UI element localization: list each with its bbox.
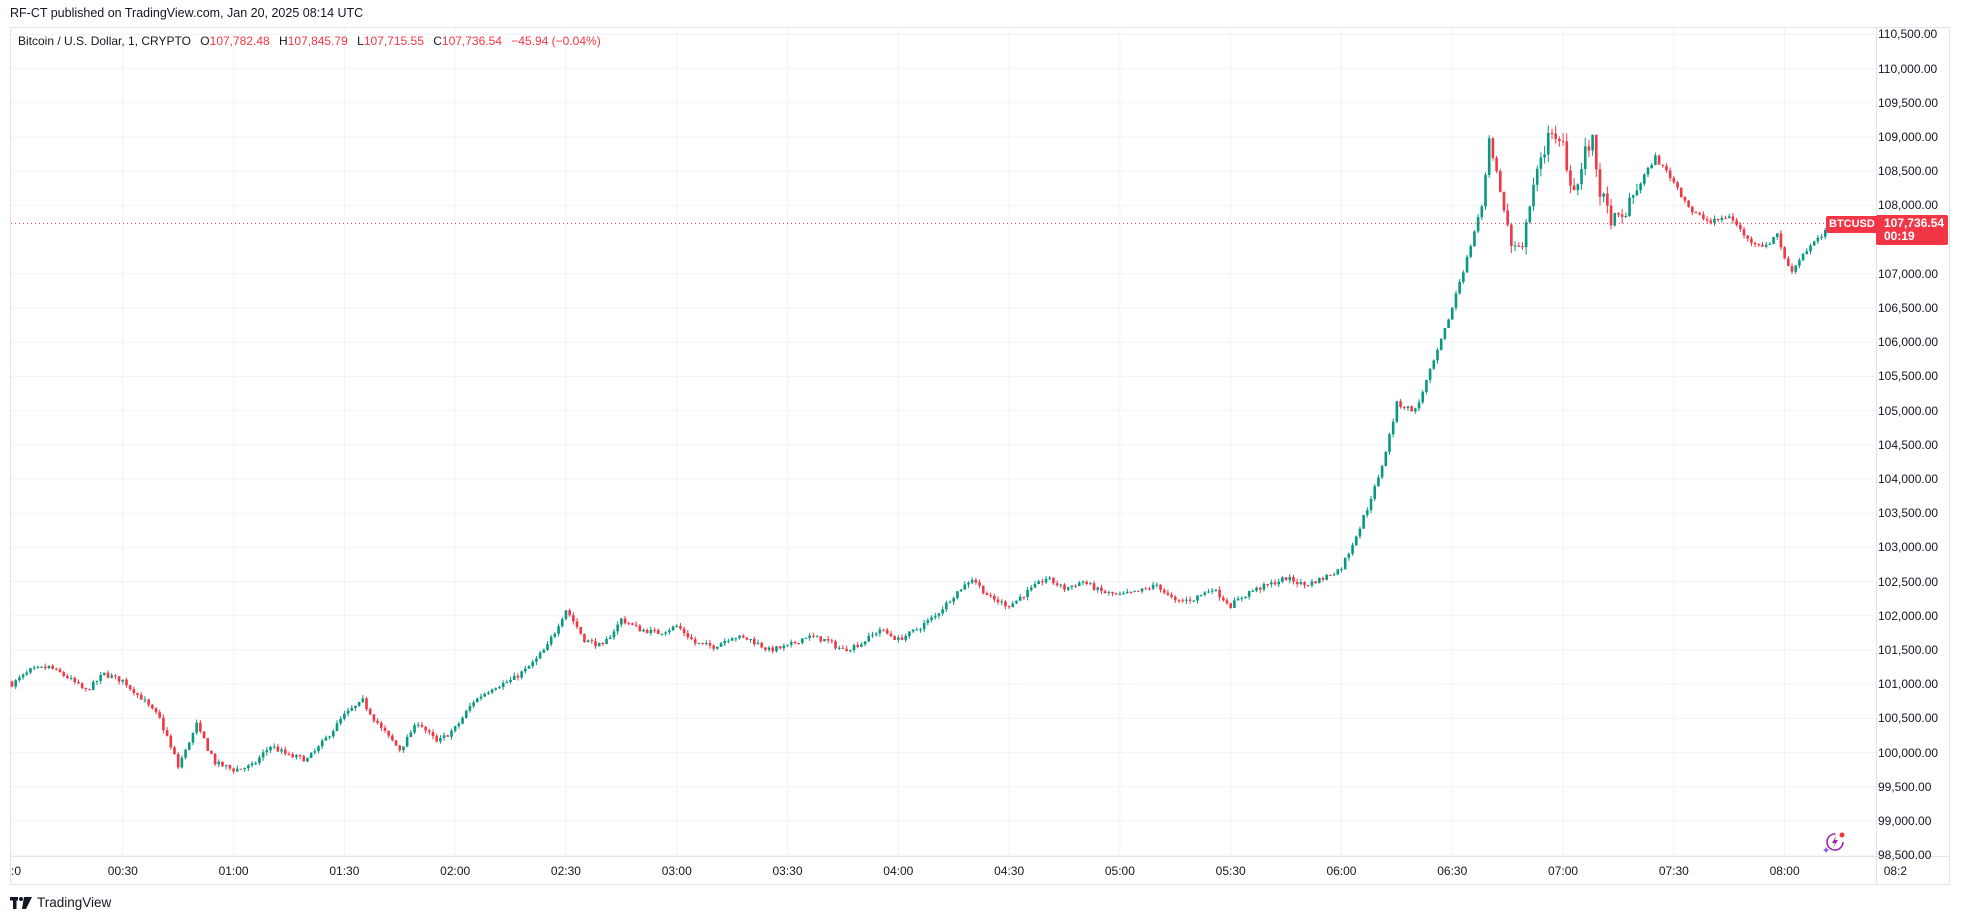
low-value: 107,715.55 xyxy=(363,34,424,48)
price-tick-label: 100,500.00 xyxy=(1878,711,1939,726)
time-tick-label: 06:30 xyxy=(1437,864,1468,878)
time-tick-label: 06:00 xyxy=(1326,864,1357,878)
change-value: −45.94 (−0.04%) xyxy=(511,34,601,48)
time-tick-label: 01:00 xyxy=(218,864,249,878)
tradingview-logo[interactable]: TradingView xyxy=(10,895,111,910)
bar-countdown: 00:19 xyxy=(1884,229,1915,243)
time-tick-label: 00:30 xyxy=(107,864,138,878)
chart-legend: Bitcoin / U.S. Dollar, 1, CRYPTO O107,78… xyxy=(18,34,601,48)
price-tick-label: 102,000.00 xyxy=(1878,608,1939,623)
open-label: O xyxy=(200,34,210,48)
time-tick-label: 02:30 xyxy=(550,864,581,878)
price-tick-label: 106,000.00 xyxy=(1878,335,1939,350)
time-tick-label: 08:2 xyxy=(1883,864,1908,878)
price-tick-label: 103,000.00 xyxy=(1878,540,1939,555)
time-tick-label: 07:30 xyxy=(1658,864,1689,878)
high-value: 107,845.79 xyxy=(287,34,348,48)
price-tick-label: 109,500.00 xyxy=(1878,95,1939,110)
price-tick-label: 109,000.00 xyxy=(1878,130,1939,144)
publish-info: RF-CT published on TradingView.com, Jan … xyxy=(10,6,364,20)
lightning-bolt-icon[interactable] xyxy=(1822,831,1848,858)
price-tick-label: 105,500.00 xyxy=(1878,369,1939,384)
price-tick-label: 101,000.00 xyxy=(1878,677,1939,692)
price-tick-label: 101,500.00 xyxy=(1878,643,1939,657)
time-tick-label: 05:30 xyxy=(1215,864,1246,878)
price-tick-label: 103,500.00 xyxy=(1878,506,1939,521)
time-tick-label: 03:30 xyxy=(772,864,803,878)
last-price-label: 107,736.54 00:19 xyxy=(1876,215,1948,245)
candles xyxy=(10,125,1838,774)
price-tick-label: 98,500.00 xyxy=(1878,848,1932,863)
price-tick-label: 110,000.00 xyxy=(1878,61,1938,76)
close-value: 107,736.54 xyxy=(441,34,502,48)
price-tick-label: 105,000.00 xyxy=(1878,403,1939,418)
price-tick-label: 108,500.00 xyxy=(1878,164,1939,179)
price-tick-label: 100,000.00 xyxy=(1878,745,1939,760)
price-tick-label: 104,500.00 xyxy=(1878,437,1939,452)
time-tick-label: 02:00 xyxy=(440,864,471,878)
high-label: H xyxy=(279,34,288,48)
low-label: L xyxy=(357,34,364,48)
price-tick-label: 104,000.00 xyxy=(1878,472,1939,486)
time-tick-label: 07:00 xyxy=(1548,864,1579,878)
time-tick-label: :0 xyxy=(10,864,22,878)
symbol-title[interactable]: Bitcoin / U.S. Dollar, 1, CRYPTO xyxy=(18,34,191,48)
grid-lines xyxy=(11,28,1876,856)
time-tick-label: 01:30 xyxy=(329,864,360,878)
time-tick-label: 05:00 xyxy=(1104,864,1135,878)
time-tick-label: 04:30 xyxy=(994,864,1025,878)
price-tick-label: 110,500.00 xyxy=(1878,27,1938,42)
price-tick-label: 99,000.00 xyxy=(1878,814,1932,828)
time-tick-label: 04:00 xyxy=(883,864,914,878)
time-tick-label: 08:00 xyxy=(1769,864,1800,878)
price-tick-label: 106,500.00 xyxy=(1878,301,1939,315)
price-tick-label: 107,000.00 xyxy=(1878,266,1939,281)
symbol-price-tag: BTCUSD xyxy=(1826,216,1878,233)
chart-frame[interactable] xyxy=(10,27,1950,885)
price-tick-label: 99,500.00 xyxy=(1878,779,1932,794)
price-tick-label: 108,000.00 xyxy=(1878,198,1939,213)
time-tick-label: 03:00 xyxy=(661,864,692,878)
last-price-value: 107,736.54 xyxy=(1884,216,1945,230)
tradingview-logo-icon xyxy=(10,896,32,909)
close-label: C xyxy=(433,34,442,48)
tradingview-brand: TradingView xyxy=(37,895,112,910)
open-value: 107,782.48 xyxy=(209,34,270,48)
price-tick-label: 102,500.00 xyxy=(1878,574,1939,589)
